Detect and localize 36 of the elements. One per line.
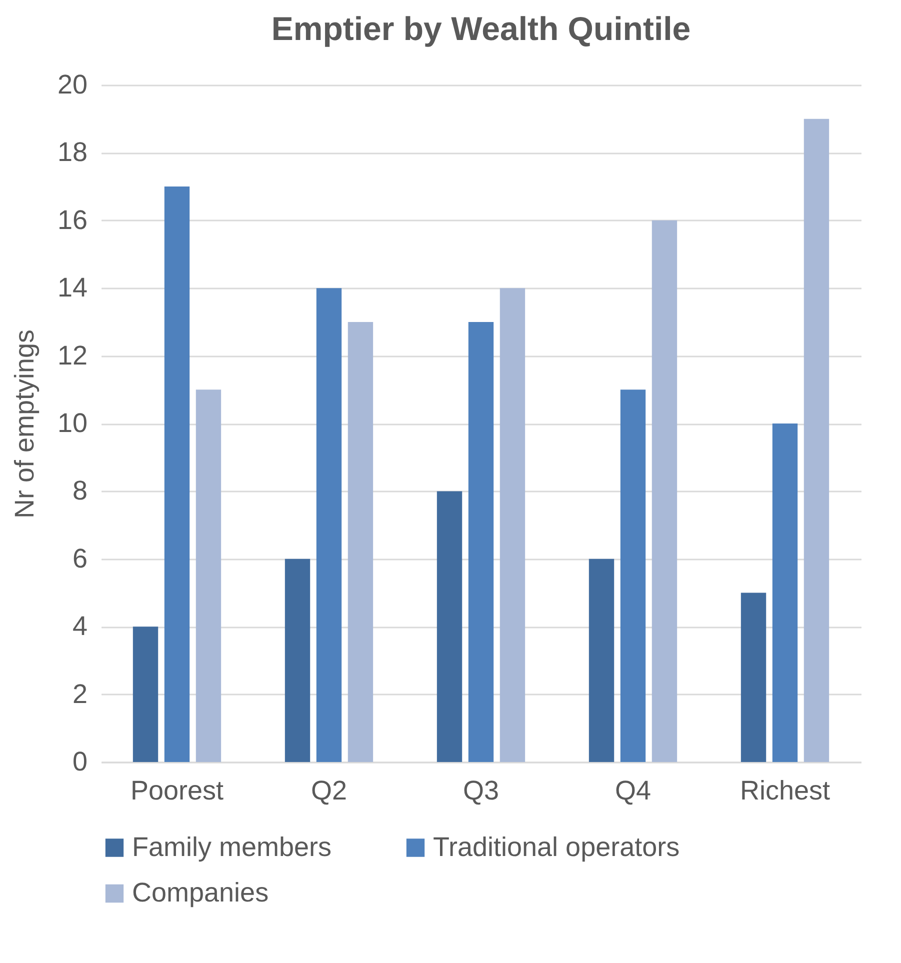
bar — [804, 118, 830, 762]
chart-title: Emptier by Wealth Quintile — [271, 10, 691, 47]
bar — [652, 220, 678, 762]
bar — [316, 288, 342, 762]
bar — [284, 558, 310, 762]
bar — [132, 626, 158, 762]
legend-label: Family members — [132, 832, 332, 862]
y-tick-label: 4 — [72, 611, 88, 642]
bar — [348, 322, 374, 762]
y-tick-label: 8 — [72, 476, 88, 506]
bar — [772, 424, 798, 762]
x-tick-label: Q3 — [462, 776, 500, 806]
bar — [164, 186, 190, 762]
bar — [588, 558, 614, 762]
y-tick-label: 12 — [57, 340, 88, 370]
x-tick-label: Q4 — [614, 776, 652, 806]
y-tick-label: 2 — [72, 678, 88, 709]
x-tick-label: Richest — [740, 776, 831, 806]
bar — [740, 592, 766, 762]
y-tick-label: 10 — [57, 408, 88, 438]
legend-label: Traditional operators — [433, 832, 680, 862]
y-tick-label: 18 — [57, 137, 88, 168]
y-tick-label: 16 — [57, 204, 88, 235]
bar — [436, 491, 462, 762]
x-tick-label: Poorest — [130, 776, 224, 806]
y-tick-label: 6 — [72, 543, 88, 574]
legend-label: Companies — [132, 878, 269, 908]
bar — [620, 390, 646, 762]
y-tick-label: 20 — [57, 70, 88, 100]
y-tick-label: 0 — [72, 746, 88, 776]
bar — [468, 322, 494, 762]
bar — [500, 288, 526, 762]
bar — [196, 390, 222, 762]
y-axis-title: Nr of emptyings — [9, 329, 40, 519]
x-tick-label: Q2 — [310, 776, 348, 806]
y-tick-label: 14 — [57, 272, 88, 303]
